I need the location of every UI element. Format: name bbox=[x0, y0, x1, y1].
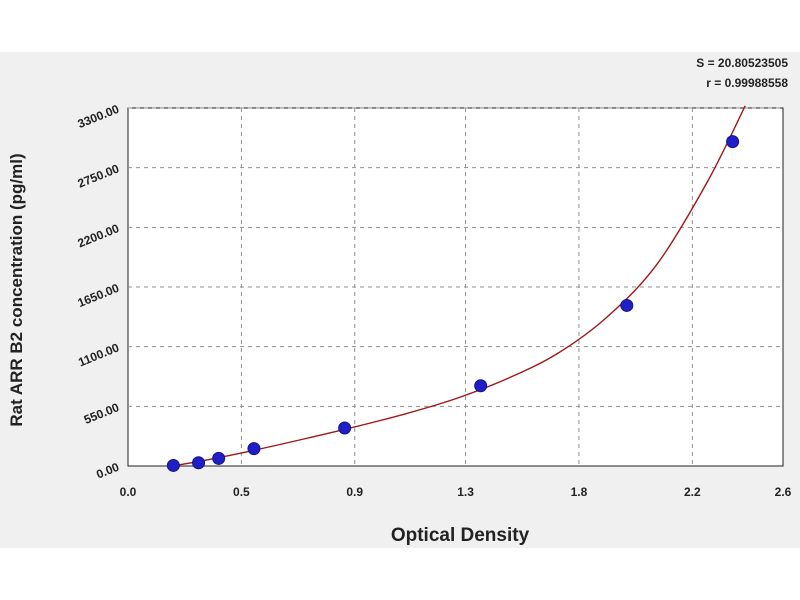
data-point bbox=[247, 442, 261, 456]
data-point bbox=[166, 458, 180, 472]
x-tick-label: 1.8 bbox=[571, 485, 588, 499]
data-points bbox=[166, 135, 740, 472]
x-tick-label: 0.5 bbox=[233, 485, 250, 499]
data-point bbox=[474, 379, 488, 393]
x-tick-label: 1.3 bbox=[457, 485, 474, 499]
data-point bbox=[338, 421, 352, 435]
y-axis-label: Rat ARR B2 concentration (pg/ml) bbox=[7, 153, 26, 426]
x-tick-label: 2.6 bbox=[775, 485, 792, 499]
stat-s-value: S = 20.80523505 bbox=[696, 56, 788, 70]
data-point bbox=[726, 135, 740, 149]
data-point bbox=[620, 298, 634, 312]
data-point bbox=[212, 451, 226, 465]
x-tick-label: 0.0 bbox=[120, 485, 137, 499]
grid-lines bbox=[128, 107, 783, 466]
x-axis-label: Optical Density bbox=[391, 525, 530, 546]
x-tick-label: 2.2 bbox=[684, 485, 701, 499]
stat-r-value: r = 0.99988558 bbox=[706, 76, 788, 90]
data-point bbox=[192, 456, 206, 470]
x-tick-label: 0.9 bbox=[346, 485, 363, 499]
